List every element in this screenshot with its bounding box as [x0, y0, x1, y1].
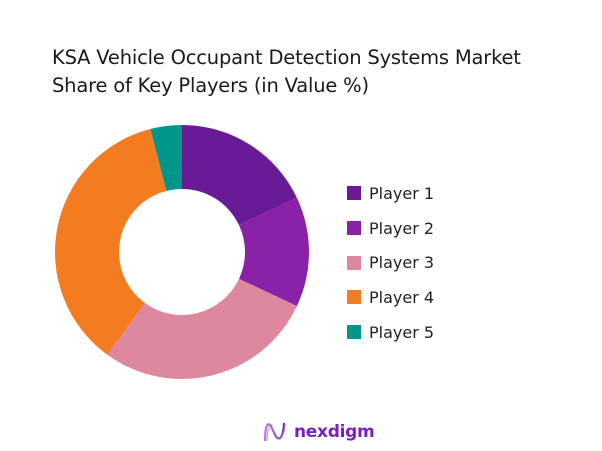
- legend-swatch: [347, 325, 361, 340]
- chart-title-line-1: KSA Vehicle Occupant Detection Systems M…: [52, 46, 521, 69]
- legend-swatch: [347, 290, 361, 305]
- legend-label: Player 4: [369, 287, 435, 307]
- legend-label: Player 5: [369, 322, 435, 342]
- legend: Player 1 Player 2 Player 3 Player 4 Player 5: [347, 176, 434, 349]
- legend-swatch: [347, 221, 361, 236]
- legend-item: Player 1: [347, 176, 434, 211]
- logo-text: nexdigm: [294, 422, 375, 442]
- legend-item: Player 2: [347, 211, 434, 246]
- legend-swatch: [347, 255, 361, 270]
- legend-swatch: [347, 186, 361, 201]
- donut-slice-player-2: [239, 197, 309, 307]
- legend-label: Player 1: [369, 183, 435, 203]
- nexdigm-logo-icon: [263, 422, 286, 442]
- donut-slice-player-4: [55, 128, 167, 355]
- legend-item: Player 4: [347, 280, 434, 315]
- nexdigm-logo: nexdigm: [262, 420, 375, 444]
- chart-title-line-2: Share of Key Players (in Value %): [52, 74, 369, 97]
- legend-label: Player 3: [369, 253, 435, 273]
- legend-item: Player 5: [347, 315, 434, 350]
- donut-slice-player-1: [182, 125, 297, 226]
- legend-label: Player 2: [369, 218, 435, 238]
- donut-slice-player-5: [150, 125, 182, 191]
- donut-slice-player-3: [107, 278, 297, 379]
- legend-item: Player 3: [347, 245, 434, 280]
- chart-title: KSA Vehicle Occupant Detection Systems M…: [52, 44, 521, 100]
